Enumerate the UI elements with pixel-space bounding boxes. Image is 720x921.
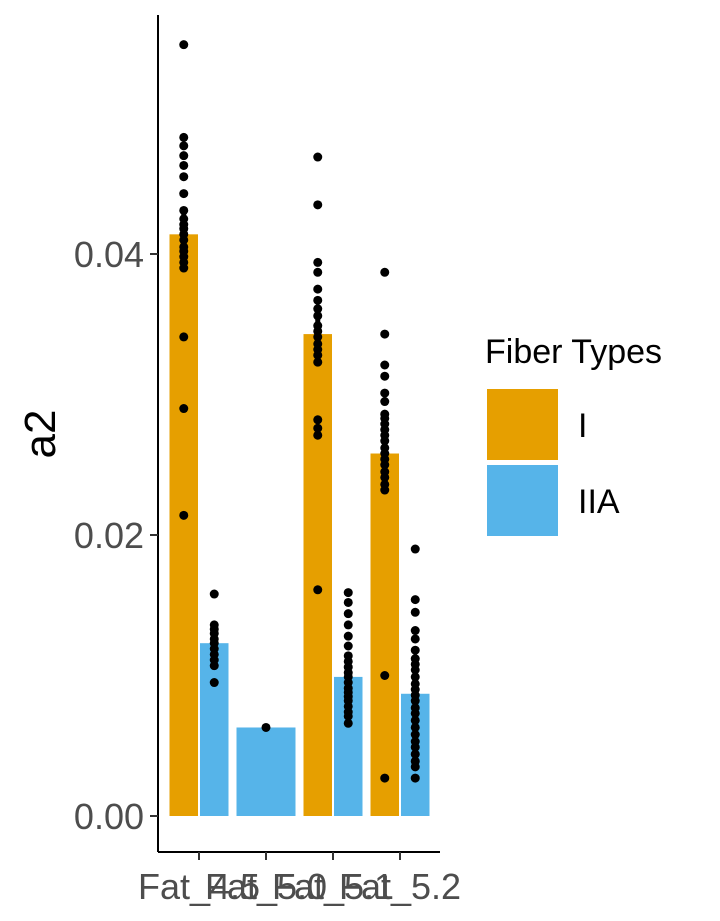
point-Fat_5.2-I-20 [380, 671, 390, 680]
point-Fat_5.2-IIA-5 [410, 645, 420, 655]
point-Fat_5.0-IIA-0 [261, 722, 271, 732]
legend-title: Fiber Types [485, 333, 662, 371]
point-Fat_5.1-IIA-18 [343, 711, 353, 721]
point-Fat_4.5-IIA-0 [209, 589, 219, 599]
point-Fat_4.5-I-2 [179, 141, 189, 151]
point-Fat_5.1-I-0 [313, 152, 323, 162]
y-axis-title: a2 [16, 410, 65, 459]
point-Fat_4.5-I-19 [179, 404, 189, 414]
point-Fat_5.1-IIA-3 [343, 620, 353, 630]
point-Fat_5.1-IIA-5 [343, 641, 353, 651]
point-Fat_5.2-IIA-16 [410, 715, 420, 725]
point-Fat_5.1-I-2 [313, 257, 323, 267]
axes-layer [157, 15, 440, 853]
point-Fat_5.1-I-5 [313, 295, 323, 305]
point-Fat_4.5-I-0 [179, 40, 189, 50]
point-Fat_5.1-I-3 [313, 267, 323, 277]
x-tick-label: Fat_4.5 [138, 866, 260, 907]
points-layer [179, 40, 420, 783]
bar-Fat_5.0-IIA [236, 727, 296, 816]
point-Fat_5.2-IIA-17 [410, 722, 420, 732]
x-tick-label: Fat_5.2 [339, 866, 461, 907]
point-Fat_4.5-I-17 [179, 263, 189, 273]
point-Fat_5.1-IIA-19 [343, 718, 353, 728]
point-Fat_5.1-I-17 [313, 430, 323, 440]
point-Fat_5.1-IIA-0 [343, 588, 353, 598]
point-Fat_5.1-I-16 [313, 423, 323, 433]
point-Fat_5.2-IIA-20 [410, 742, 420, 752]
bar-Fat_4.5-IIA [200, 643, 229, 816]
point-Fat_4.5-I-6 [179, 189, 189, 199]
point-Fat_5.1-I-4 [313, 284, 323, 294]
legend-key-I [487, 389, 558, 460]
point-Fat_4.5-I-18 [179, 332, 189, 342]
bar-Fat_4.5-I [169, 234, 198, 816]
point-Fat_4.5-I-5 [179, 172, 189, 182]
point-Fat_5.2-IIA-23 [410, 762, 420, 772]
bar-Fat_5.1-I [303, 334, 332, 816]
point-Fat_5.1-I-6 [313, 304, 323, 314]
point-Fat_4.5-I-1 [179, 132, 189, 142]
point-Fat_5.2-IIA-8 [410, 665, 420, 675]
point-Fat_5.2-IIA-9 [410, 672, 420, 682]
legend-key-IIA [487, 465, 558, 536]
point-Fat_4.5-IIA-10 [209, 678, 219, 688]
point-Fat_5.1-IIA-1 [343, 597, 353, 607]
y-ticks: 0.00 0.02 0.04 [74, 234, 158, 837]
point-Fat_5.2-IIA-4 [410, 634, 420, 644]
y-tick-label: 0.00 [74, 796, 144, 837]
point-Fat_4.5-IIA-9 [209, 661, 219, 671]
point-Fat_5.2-I-4 [380, 388, 390, 398]
legend-label-I: I [578, 407, 587, 445]
y-tick-label: 0.02 [74, 515, 144, 556]
point-Fat_5.1-I-18 [313, 585, 323, 595]
point-Fat_5.2-I-3 [380, 371, 390, 381]
y-tick-label: 0.04 [74, 234, 144, 275]
point-Fat_5.2-IIA-24 [410, 773, 420, 783]
point-Fat_5.1-IIA-2 [343, 609, 353, 619]
point-Fat_5.1-IIA-4 [343, 631, 353, 641]
point-Fat_4.5-I-4 [179, 160, 189, 170]
point-Fat_5.2-I-0 [380, 267, 390, 277]
point-Fat_4.5-I-20 [179, 510, 189, 520]
bar-Fat_5.2-I [370, 453, 399, 816]
point-Fat_5.1-I-1 [313, 200, 323, 210]
bars-layer [169, 234, 430, 816]
point-Fat_5.2-IIA-3 [410, 626, 420, 636]
point-Fat_5.2-IIA-2 [410, 607, 420, 617]
point-Fat_5.2-I-5 [380, 397, 390, 407]
point-Fat_5.1-I-15 [313, 415, 323, 425]
point-Fat_5.2-IIA-21 [410, 749, 420, 759]
x-tick-label: Fat_5.1 [272, 866, 394, 907]
point-Fat_5.2-I-19 [380, 485, 390, 495]
legend-label-IIA: IIA [578, 483, 620, 521]
point-Fat_5.2-I-21 [380, 773, 390, 783]
point-Fat_5.2-IIA-0 [410, 544, 420, 554]
point-Fat_4.5-I-3 [179, 151, 189, 161]
legend: Fiber Types I IIA [485, 333, 662, 536]
point-Fat_5.1-I-14 [313, 357, 323, 367]
x-tick-label: Fat_5.0 [205, 866, 327, 907]
point-Fat_5.2-IIA-1 [410, 595, 420, 605]
point-Fat_5.2-IIA-18 [410, 730, 420, 740]
point-Fat_5.2-I-1 [380, 329, 390, 339]
point-Fat_4.5-I-7 [179, 205, 189, 215]
point-Fat_5.2-I-2 [380, 360, 390, 370]
point-Fat_5.2-IIA-15 [410, 708, 420, 718]
